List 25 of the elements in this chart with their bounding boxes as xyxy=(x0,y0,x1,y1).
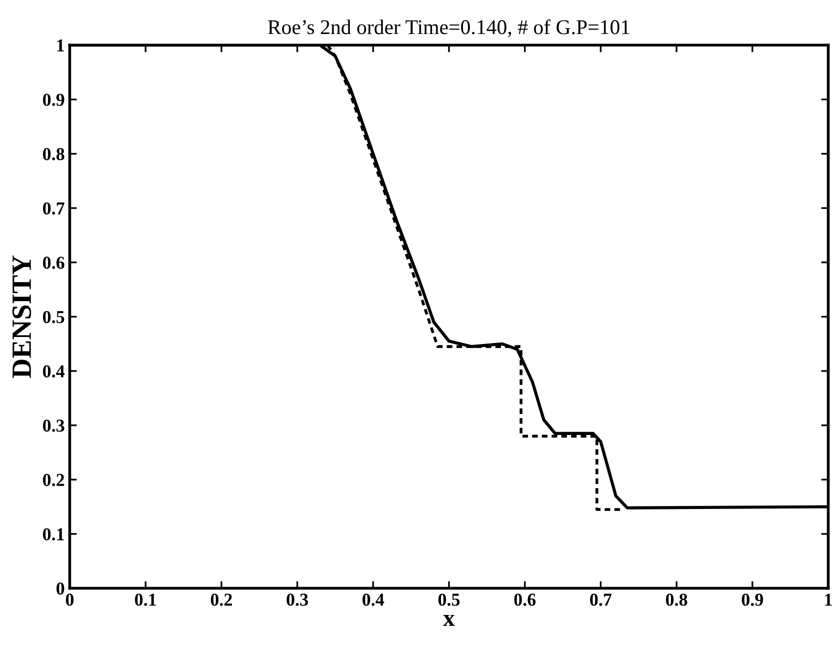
x-tick-label: 0.8 xyxy=(666,594,688,606)
y-tick-label: 0.8 xyxy=(42,148,64,160)
chart-title: Roe’s 2nd order Time=0.140, # of G.P=101 xyxy=(268,19,630,38)
x-tick-label: 0 xyxy=(66,594,74,606)
x-tick-label: 0.1 xyxy=(134,594,156,606)
x-tick-label: 0.5 xyxy=(438,594,460,606)
x-axis-title: x xyxy=(443,615,455,626)
y-tick-label: 0.2 xyxy=(42,474,64,486)
y-tick-label: 1 xyxy=(57,39,64,52)
x-tick-label: 0.4 xyxy=(362,594,384,606)
x-tick-label: 0.9 xyxy=(742,594,764,606)
x-tick-label: 0.6 xyxy=(514,594,536,606)
y-tick-label: 0.7 xyxy=(42,202,64,215)
y-tick-label: 0.5 xyxy=(42,310,64,324)
y-tick-label: 0.1 xyxy=(42,528,64,540)
x-tick-label: 0.2 xyxy=(210,594,232,606)
y-axis-title: DENSITY xyxy=(12,255,32,378)
x-tick-label: 0.7 xyxy=(590,594,612,606)
y-tick-label: 0.6 xyxy=(42,256,64,269)
y-tick-label: 0.4 xyxy=(42,365,65,378)
y-tick-label: 0.9 xyxy=(42,94,64,106)
y-tick-label: 0.3 xyxy=(42,420,64,432)
y-tick-label: 0 xyxy=(56,582,64,595)
x-tick-label: 1 xyxy=(825,594,832,606)
x-tick-label: 0.3 xyxy=(286,594,308,606)
